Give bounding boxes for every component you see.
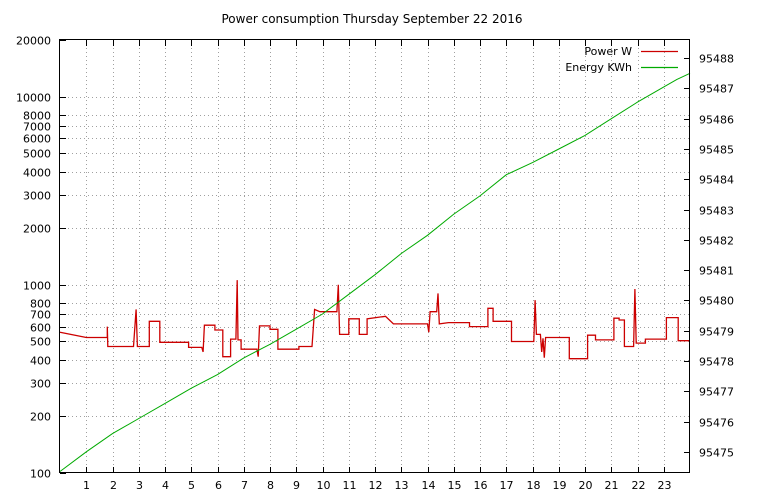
y-left-tick-label: 2000	[23, 223, 51, 236]
x-tick-label: 12	[369, 479, 383, 492]
x-tick-label: 5	[188, 479, 195, 492]
y-right-tick-label: 95475	[699, 447, 734, 460]
x-tick-label: 17	[500, 479, 514, 492]
y-right-tick-label: 95476	[699, 417, 734, 430]
x-tick-label: 2	[110, 479, 117, 492]
y-left-tick-label: 7000	[23, 121, 51, 134]
x-tick-label: 10	[317, 479, 331, 492]
y-left-tick-label: 10000	[16, 92, 51, 105]
y-left-tick-label: 100	[30, 468, 51, 481]
y-left-tick-label: 4000	[23, 167, 51, 180]
x-tick-label: 22	[632, 479, 646, 492]
data-series	[59, 72, 691, 472]
x-tick-label: 18	[527, 479, 541, 492]
x-tick-label: 13	[395, 479, 409, 492]
y-left-tick-label: 20000	[16, 35, 51, 48]
y-left-tick-label: 1000	[23, 280, 51, 293]
y-left-tick-label: 400	[30, 355, 51, 368]
y-left-tick-label: 500	[30, 336, 51, 349]
x-tick-label: 3	[136, 479, 143, 492]
x-tick-label: 14	[422, 479, 436, 492]
x-tick-label: 4	[162, 479, 169, 492]
x-tick-label: 23	[658, 479, 672, 492]
y-left-tick-label: 800	[30, 298, 51, 311]
legend-label: Power W	[584, 45, 632, 58]
x-tick-label: 8	[267, 479, 274, 492]
x-tick-label: 1	[83, 479, 90, 492]
y-left-tick-label: 8000	[23, 110, 51, 123]
y-left-tick-label: 5000	[23, 148, 51, 161]
x-tick-label: 6	[215, 479, 222, 492]
x-tick-label: 11	[343, 479, 357, 492]
x-tick-label: 7	[241, 479, 248, 492]
y-right-tick-label: 95477	[699, 386, 734, 399]
chart-title: Power consumption Thursday September 22 …	[222, 12, 523, 26]
x-tick-label: 19	[553, 479, 567, 492]
y-left-tick-label: 200	[30, 411, 51, 424]
grid-lines	[60, 40, 690, 473]
y-right-tick-label: 95487	[699, 83, 734, 96]
y-right-tick-label: 95478	[699, 356, 734, 369]
y-right-tick-label: 95486	[699, 114, 734, 127]
x-tick-label: 20	[579, 479, 593, 492]
series-line-power-w	[59, 280, 690, 360]
y-right-tick-label: 95482	[699, 235, 734, 248]
y-right-tick-label: 95481	[699, 265, 734, 278]
y-right-tick-label: 95485	[699, 144, 734, 157]
legend: Power W Energy KWh	[565, 45, 678, 74]
y-left-tick-label: 6000	[23, 133, 51, 146]
y-right-tick-label: 95480	[699, 295, 734, 308]
legend-label: Energy KWh	[565, 61, 632, 74]
y-left-tick-label: 700	[30, 309, 51, 322]
x-tick-label: 16	[474, 479, 488, 492]
y-right-tick-label: 95484	[699, 174, 734, 187]
y-right-tick-label: 95479	[699, 326, 734, 339]
plot-frame	[59, 39, 690, 473]
y-left-tick-label: 300	[30, 378, 51, 391]
y-left-tick-label: 3000	[23, 190, 51, 203]
y-right-tick-label: 95488	[699, 53, 734, 66]
x-tick-label: 21	[605, 479, 619, 492]
x-tick-label: 15	[448, 479, 462, 492]
series-line-energy-kwh	[59, 72, 691, 472]
y-right-tick-label: 95483	[699, 205, 734, 218]
axis-ticks: 1 2 3 4 5 6 7 8 9 10 11 12 13 14 15 16 17 18 19 20 21 22 23100…	[16, 35, 734, 493]
y-left-tick-label: 600	[30, 322, 51, 335]
x-tick-label: 9	[293, 479, 300, 492]
